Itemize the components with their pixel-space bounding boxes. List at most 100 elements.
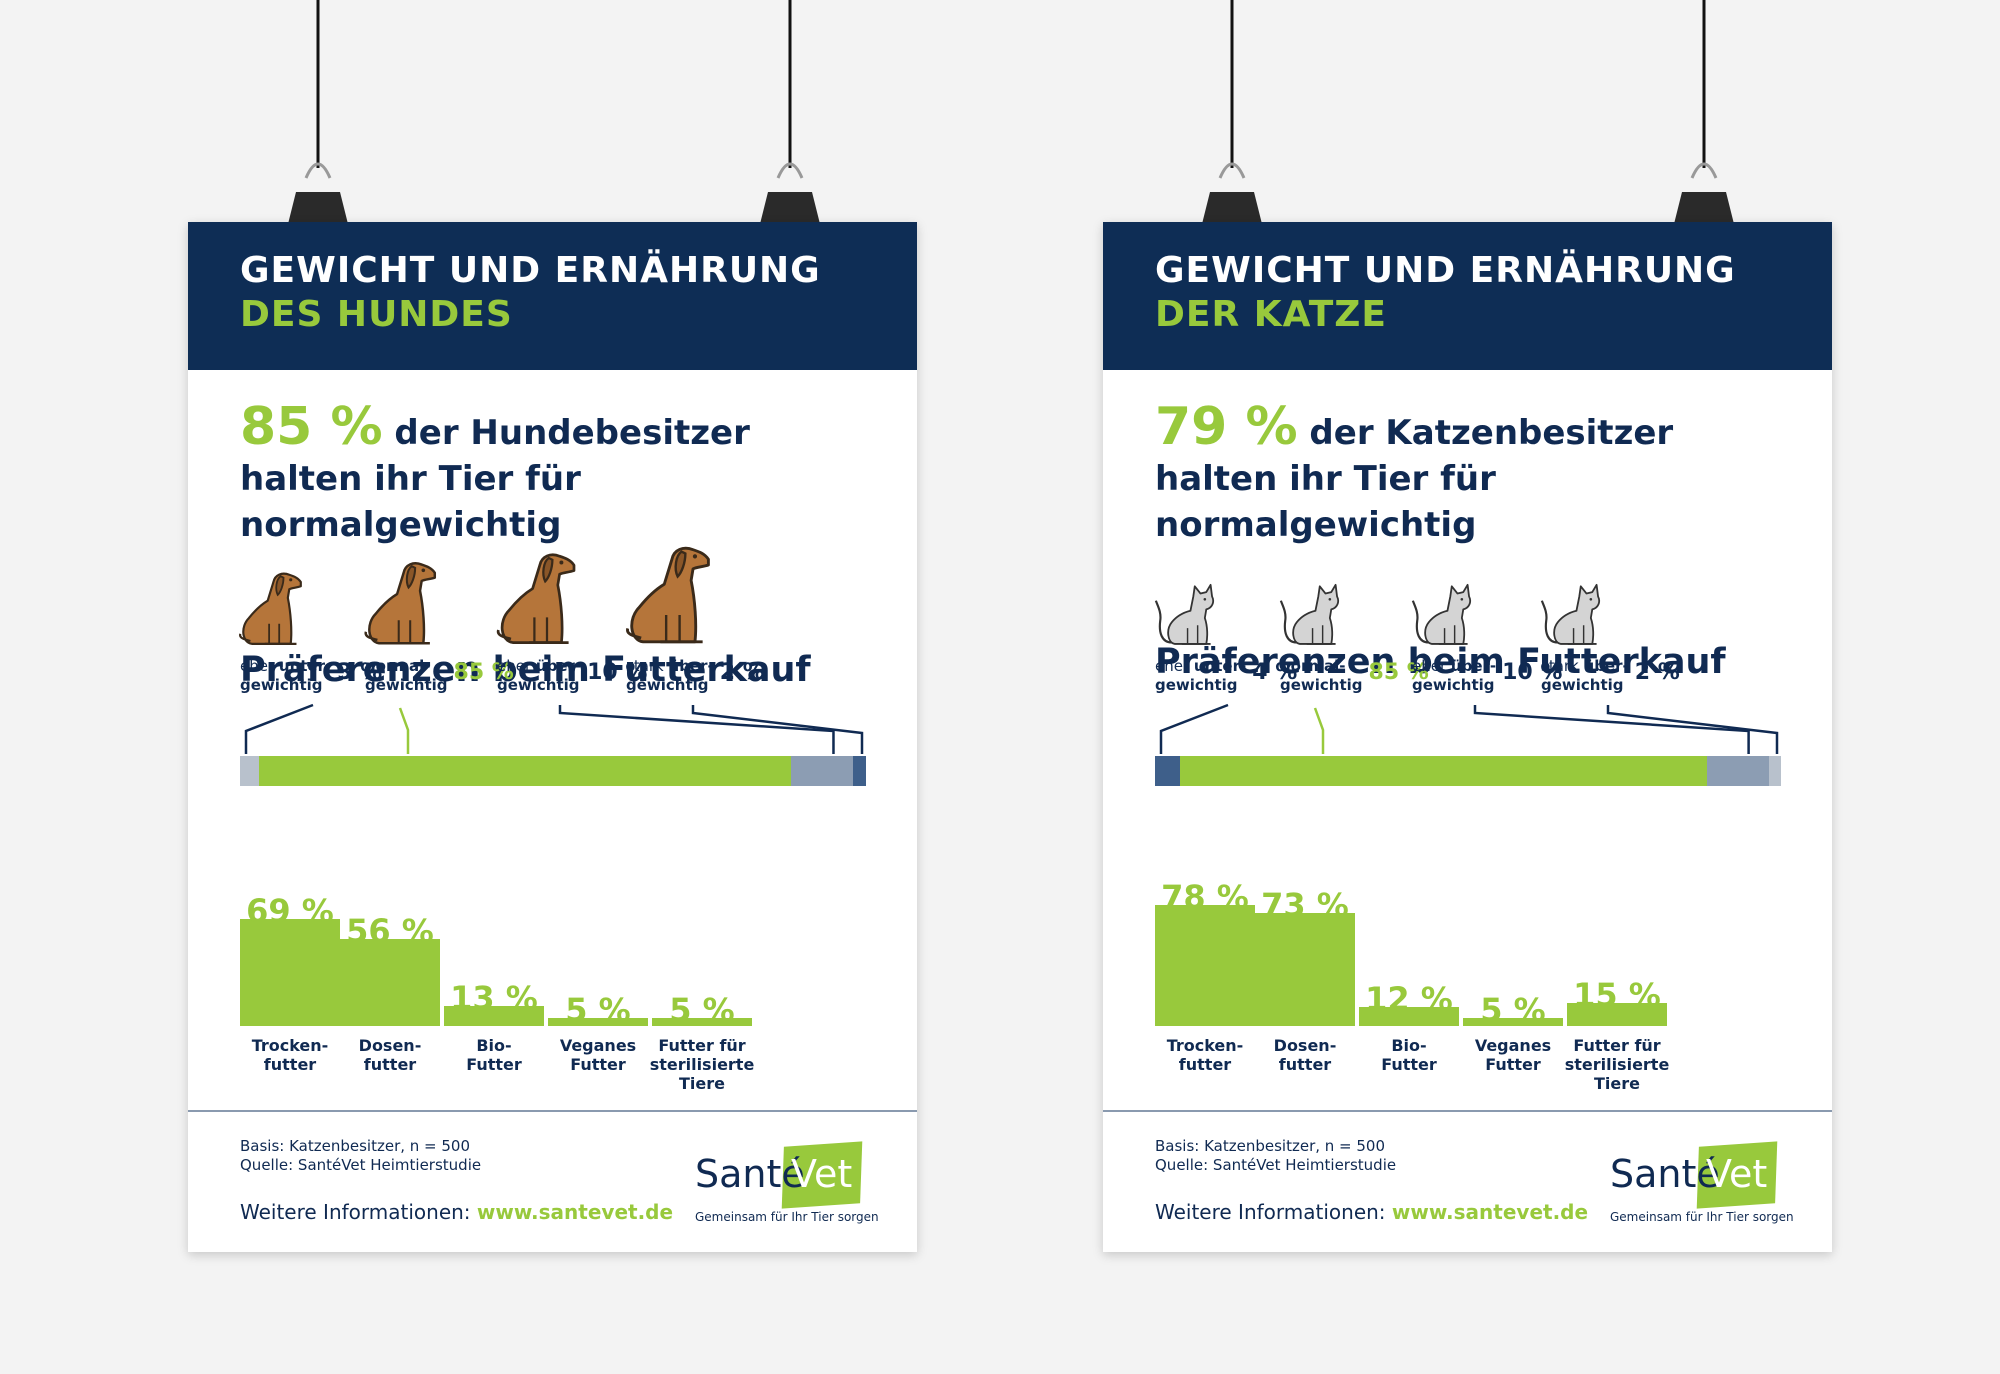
bar-value-label: 5 % [669, 991, 735, 1029]
bar-value-label: 12 % [1365, 980, 1453, 1019]
weight-category-prefix: eher [1155, 657, 1194, 675]
weight-category-name: über- [668, 657, 714, 675]
stacked-segment [1768, 756, 1781, 786]
bar-category-label-line: Veganes [559, 1036, 637, 1055]
poster-dog: GEWICHT UND ERNÄHRUNG DES HUNDES 85 % de… [188, 222, 917, 1252]
bar [444, 1005, 544, 1026]
headline: 79 % der Katzenbesitzer halten ihr Tier … [1155, 401, 1795, 548]
bar-category-label: Bio- Futter [439, 1036, 549, 1074]
weight-category-percent: 10 % [587, 660, 648, 685]
bar-value-label: 69 % [246, 892, 334, 931]
bar [652, 1018, 752, 1026]
bar-category-label-line: Veganes [1474, 1036, 1552, 1055]
bar-category-label-line: sterilisierte [1564, 1055, 1670, 1074]
bar-value-label: 5 % [1480, 991, 1546, 1029]
dog-icon [493, 549, 583, 652]
headline-percent: 85 % [240, 397, 383, 457]
footer-basis: Basis: Katzenbesitzer, n = 500 [1155, 1137, 1386, 1155]
bar [1359, 1007, 1459, 1026]
headline-text: der Katzenbesitzer halten ihr Tier für n… [1155, 413, 1674, 545]
weight-category-percent: 3 % [337, 660, 383, 685]
bar-value-label: 13 % [450, 978, 538, 1017]
weight-stacked-bar [1155, 756, 1781, 786]
bar-category-label-line: Bio- [476, 1036, 512, 1055]
weight-category-name: unter- [1193, 657, 1247, 675]
weight-category-label: stark über-gewichtig 2 % [1541, 657, 1680, 695]
bar-category-label: Veganes Futter [543, 1036, 653, 1074]
title-line2: DES HUNDES [240, 294, 513, 335]
leader-lines [1159, 703, 1779, 754]
footer-source: Quelle: SantéVet Heimtierstudie [1155, 1156, 1397, 1174]
stacked-segment [240, 756, 259, 786]
leader-line [398, 707, 410, 754]
bar-category-label: Veganes Futter [1458, 1036, 1568, 1074]
leader-line [1473, 705, 1750, 754]
stacked-segment [1706, 756, 1769, 786]
poster-hangers [286, 0, 1736, 232]
weight-category-label: stark über-gewichtig 2 % [626, 657, 765, 695]
poster-cat: GEWICHT UND ERNÄHRUNG DER KATZE 79 % der… [1103, 222, 1832, 1252]
weight-category-suffix: gewichtig [1412, 676, 1495, 694]
weight-category-percent: 2 % [719, 660, 765, 685]
bar-value-label: 15 % [1573, 975, 1661, 1014]
bar-category-label-line: Futter für [658, 1036, 746, 1055]
weight-category-percent: 85 % [453, 660, 514, 685]
bar-category-label: Trocken-futter [1150, 1036, 1260, 1074]
weight-category-suffix: gewichtig [365, 676, 448, 694]
leader-line [1159, 703, 1229, 754]
logo-tagline: Gemeinsam für Ihr Tier sorgen [695, 1210, 879, 1224]
headline: 85 % der Hundebesitzer halten ihr Tier f… [240, 401, 880, 548]
bar [548, 1018, 648, 1026]
bar-category-label-line: Futter [1381, 1055, 1437, 1074]
bar-category-label: Dosen-futter [335, 1036, 445, 1074]
weight-category-label: eher über-gewichtig 10 % [1412, 657, 1562, 695]
leader-lines [244, 703, 864, 754]
weight-category-name: normal- [1280, 657, 1346, 675]
bar [1567, 1002, 1667, 1026]
footer-source: Quelle: SantéVet Heimtierstudie [240, 1156, 482, 1174]
weight-category-suffix: gewichtig [626, 676, 709, 694]
title-line1: GEWICHT UND ERNÄHRUNG [240, 250, 821, 291]
title-line1: GEWICHT UND ERNÄHRUNG [1155, 250, 1736, 291]
bar-category-label-line: Futter [466, 1055, 522, 1074]
bar-category-label-line: Trocken- [1166, 1036, 1244, 1055]
logo-sante: Santé [1610, 1152, 1720, 1196]
poster-header: GEWICHT UND ERNÄHRUNG DER KATZE [1103, 222, 1832, 370]
bar-category-label-line: Dosen- [1273, 1036, 1337, 1055]
bar-category-label-line: futter [1278, 1055, 1332, 1074]
hanger-right-1 [1200, 0, 1264, 232]
leader-line [558, 705, 835, 754]
cat-icon [1539, 582, 1611, 651]
website-link[interactable]: www.santevet.de [1391, 1200, 1589, 1224]
weight-category-prefix: stark [1541, 657, 1584, 675]
bar-category-label-line: futter [263, 1055, 317, 1074]
weight-category-name: unter- [278, 657, 332, 675]
website-link[interactable]: www.santevet.de [476, 1200, 674, 1224]
hanger-left-1 [286, 0, 350, 232]
weight-category-label: eher über-gewichtig 10 % [497, 657, 647, 695]
dog-icon [622, 542, 718, 652]
weight-category-prefix: stark [626, 657, 669, 675]
bar-category-label: Futter für sterilisierte Tiere [1562, 1036, 1672, 1093]
bar-category-label-line: Tiere [679, 1074, 725, 1093]
leader-line [1606, 705, 1779, 754]
weight-category-percent: 10 % [1502, 660, 1563, 685]
headline-text: der Hundebesitzer halten ihr Tier für no… [240, 413, 750, 545]
weight-category-name: normal- [365, 657, 431, 675]
weight-category-suffix: gewichtig [240, 676, 323, 694]
bar-category-label: Trocken-futter [235, 1036, 345, 1074]
weight-category-label: normal-gewichtig 85 % [1280, 657, 1429, 695]
bar [1255, 912, 1355, 1026]
stacked-segment [1179, 756, 1707, 786]
footer-divider [1103, 1110, 1832, 1112]
stacked-segment [853, 756, 866, 786]
bar-category-label-line: Trocken- [251, 1036, 329, 1055]
leader-line [1313, 707, 1325, 754]
bar-category-label: Futter für sterilisierte Tiere [647, 1036, 757, 1093]
weight-category-percent: 85 % [1368, 660, 1429, 685]
bar-value-label: 73 % [1261, 885, 1349, 924]
bar-category-label-line: Dosen- [358, 1036, 422, 1055]
bar [240, 919, 340, 1026]
hanger-left-2 [758, 0, 822, 232]
info-label: Weitere Informationen: [1155, 1200, 1386, 1224]
